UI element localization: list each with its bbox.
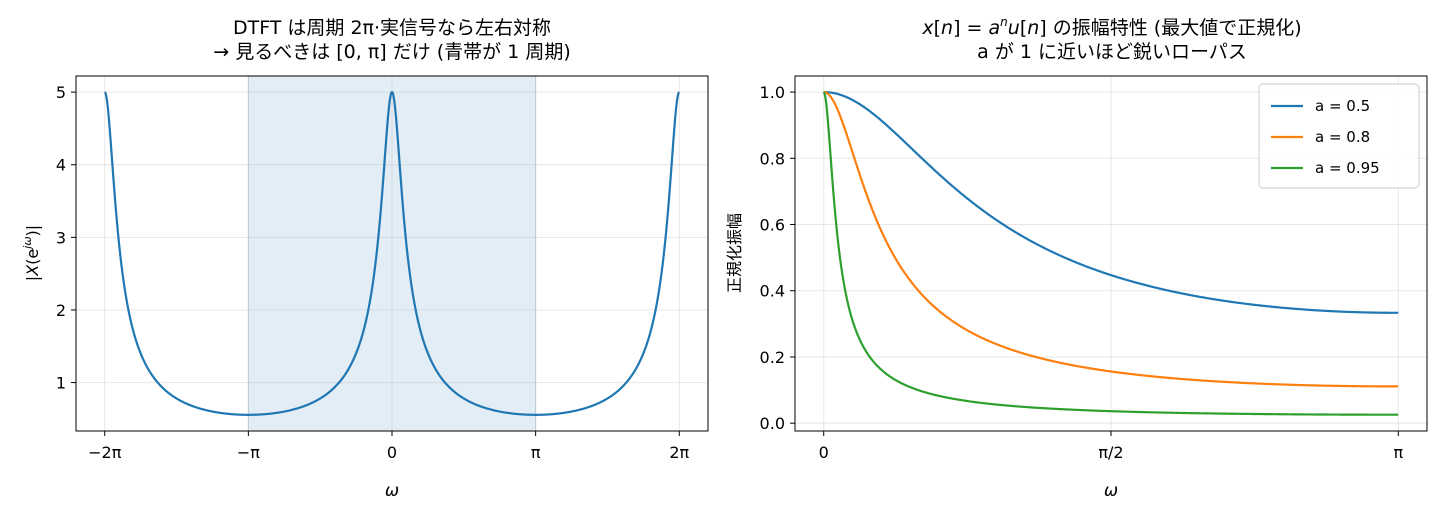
y-tick-label: 0.4 xyxy=(760,282,785,301)
y-tick-label: 5 xyxy=(56,83,66,102)
left-y-axis-label: |X(ejω)| xyxy=(21,225,42,281)
x-tick-label: π xyxy=(1393,443,1403,462)
period-band xyxy=(248,76,536,431)
legend: a = 0.5 a = 0.8 a = 0.95 xyxy=(1258,83,1420,189)
y-tick-label: 4 xyxy=(56,156,66,175)
series-line-0 xyxy=(823,90,1399,314)
right-y-axis-label: 正規化振幅 xyxy=(725,213,744,293)
right-x-axis-label: ω xyxy=(1104,481,1118,501)
y-tick-label: 1 xyxy=(56,374,66,393)
x-tick-label: −π xyxy=(237,443,260,462)
left-chart-title: DTFT は周期 2π·実信号なら左右対称 xyxy=(233,17,551,39)
x-tick-label: π xyxy=(531,443,541,462)
legend-label: a = 0.95 xyxy=(1315,159,1380,177)
series-line-2 xyxy=(822,91,1399,416)
x-tick-label: 0 xyxy=(819,443,829,462)
legend-label: a = 0.8 xyxy=(1315,128,1370,146)
y-tick-label: 3 xyxy=(56,228,66,247)
y-tick-label: 0.0 xyxy=(760,414,785,433)
legend-box xyxy=(1258,83,1420,189)
left-x-axis-label: ω xyxy=(385,481,399,501)
y-tick-label: 0.2 xyxy=(760,348,785,367)
right-chart-title: x[n] = anu[n] の振幅特性 (最大値で正規化) xyxy=(921,15,1301,39)
y-tick-label: 0.8 xyxy=(760,149,785,168)
right-chart-subtitle: a が 1 に近いほど鋭いローパス xyxy=(977,41,1247,63)
series-line-1 xyxy=(823,90,1399,388)
left-plot-frame xyxy=(75,75,709,432)
x-tick-label: 2π xyxy=(669,443,689,462)
right-chart: x[n] = anu[n] の振幅特性 (最大値で正規化) a が 1 に近いほ… xyxy=(725,15,1428,501)
left-chart-subtitle: → 見るべきは [0, π] だけ (青帯が 1 周期) xyxy=(213,41,571,63)
y-tick-label: 1.0 xyxy=(760,83,785,102)
y-tick-label: 2 xyxy=(56,301,66,320)
magnitude-line xyxy=(104,91,680,416)
y-tick-label: 0.6 xyxy=(760,216,785,235)
legend-label: a = 0.5 xyxy=(1315,97,1370,115)
x-tick-label: π/2 xyxy=(1098,443,1123,462)
left-chart: DTFT は周期 2π·実信号なら左右対称 → 見るべきは [0, π] だけ … xyxy=(21,17,709,501)
right-plot-frame xyxy=(794,75,1428,432)
x-tick-label: −2π xyxy=(88,443,122,462)
x-tick-label: 0 xyxy=(387,443,397,462)
